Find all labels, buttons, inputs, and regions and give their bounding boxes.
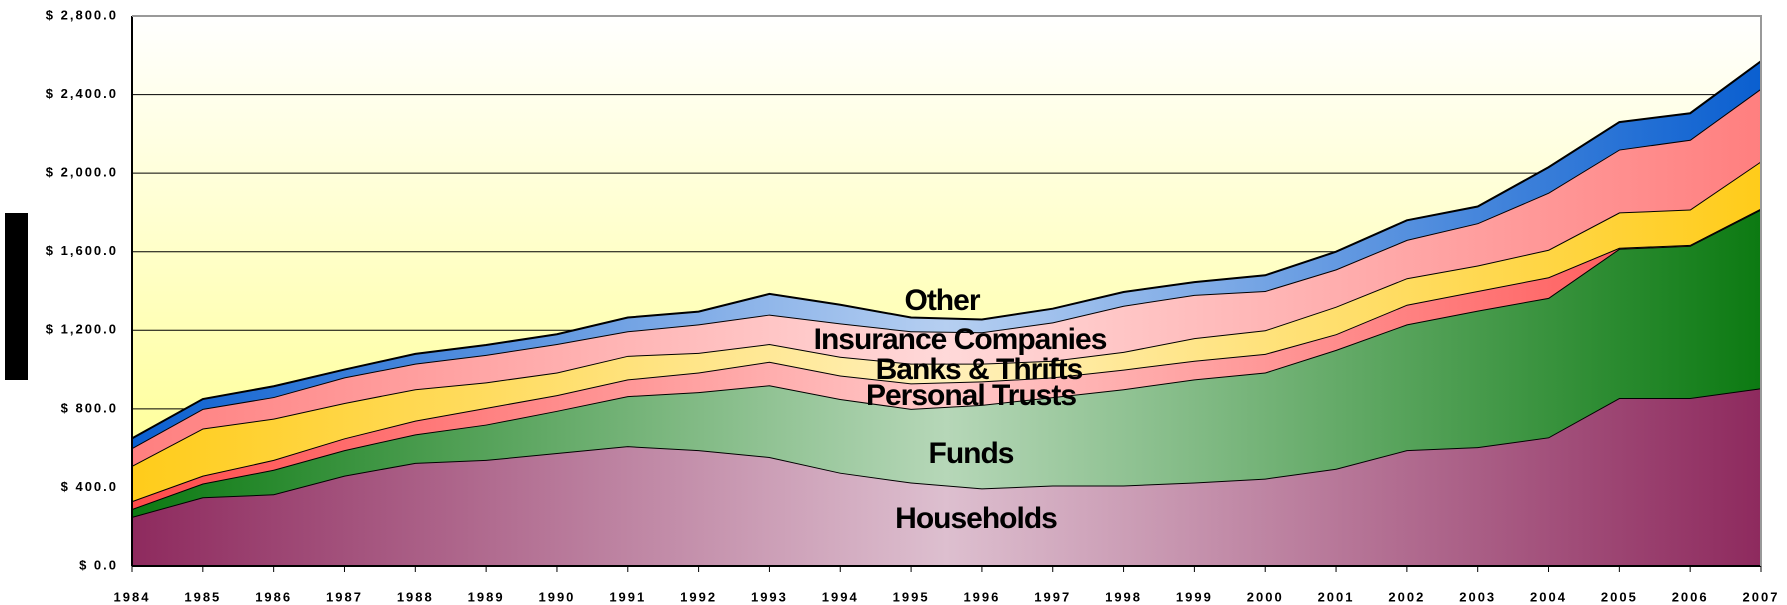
x-tick-label: 1987 [326,589,363,604]
area-edge [131,208,1762,510]
series-label: Other [904,284,980,317]
y-tick-label: $ 1,600.0 [46,243,118,258]
y-tick-label: $ 2,800.0 [46,7,118,22]
x-tick-label: 1998 [1105,589,1142,604]
y-tick-label: $ 1,200.0 [46,322,118,337]
plot-border [132,15,1762,566]
x-tick-label: 1997 [1034,589,1071,604]
x-tick-label: 2007 [1743,589,1780,604]
x-tick-label: 1996 [963,589,1000,604]
x-tick-label: 2001 [1318,589,1355,604]
areas [131,60,1762,566]
series-label: Banks & Thrifts [876,353,1083,386]
y-tick-label: $ 2,000.0 [46,165,118,180]
x-tick-label: 1985 [184,589,221,604]
area-edge [131,60,1762,440]
x-tick-label: 1989 [468,589,505,604]
x-tick-label: 2000 [1247,589,1284,604]
y-tick-label: $ 0.0 [79,557,118,572]
series-label: Insurance Companies [814,323,1107,356]
series-label: Households [895,502,1057,535]
y-tick-label: $ 800.0 [61,400,118,415]
x-tick-label: 2002 [1388,589,1425,604]
area [132,388,1761,566]
labels: $ 0.0 $ 400.0 $ 800.0 $ 1,200.0 $ 1,600.0 $ 2… [46,7,1780,604]
y-tick-label: $ 400.0 [61,479,118,494]
area [132,209,1761,517]
x-tick-label: 1994 [822,589,859,604]
x-tick-label: 2005 [1601,589,1638,604]
x-tick-label: 2006 [1672,589,1709,604]
x-tick-label: 1992 [680,589,717,604]
x-tick-label: 1990 [538,589,575,604]
y-tick-label: $ 2,400.0 [46,86,118,101]
x-tick-label: 1993 [751,589,788,604]
series-label: Personal Trusts [866,379,1076,412]
series-label: Funds [929,437,1014,470]
x-tick-label: 1986 [255,589,292,604]
axis-title-box [5,213,28,380]
area [132,88,1761,466]
x-tick-label: 1988 [397,589,434,604]
area-edge [131,87,1762,450]
x-tick-label: 2004 [1530,589,1567,604]
x-tick-label: 1991 [609,589,646,604]
x-tick-label: 1999 [1176,589,1213,604]
x-tick-label: 1995 [893,589,930,604]
x-tick-label: 1984 [114,589,151,604]
x-tick-label: 2003 [1459,589,1496,604]
